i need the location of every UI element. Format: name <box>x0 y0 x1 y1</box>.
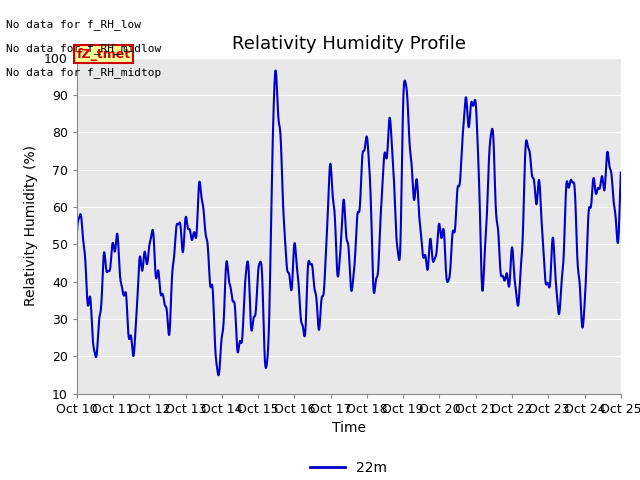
Title: Relativity Humidity Profile: Relativity Humidity Profile <box>232 35 466 53</box>
Y-axis label: Relativity Humidity (%): Relativity Humidity (%) <box>24 145 38 306</box>
Text: No data for f_RH_low: No data for f_RH_low <box>6 19 141 30</box>
Text: No data for f_RH_midtop: No data for f_RH_midtop <box>6 67 162 78</box>
Text: No data for f_RH_midlow: No data for f_RH_midlow <box>6 43 162 54</box>
X-axis label: Time: Time <box>332 421 366 435</box>
Legend: 22m: 22m <box>305 456 393 480</box>
Text: fZ_tmet: fZ_tmet <box>77 48 131 60</box>
